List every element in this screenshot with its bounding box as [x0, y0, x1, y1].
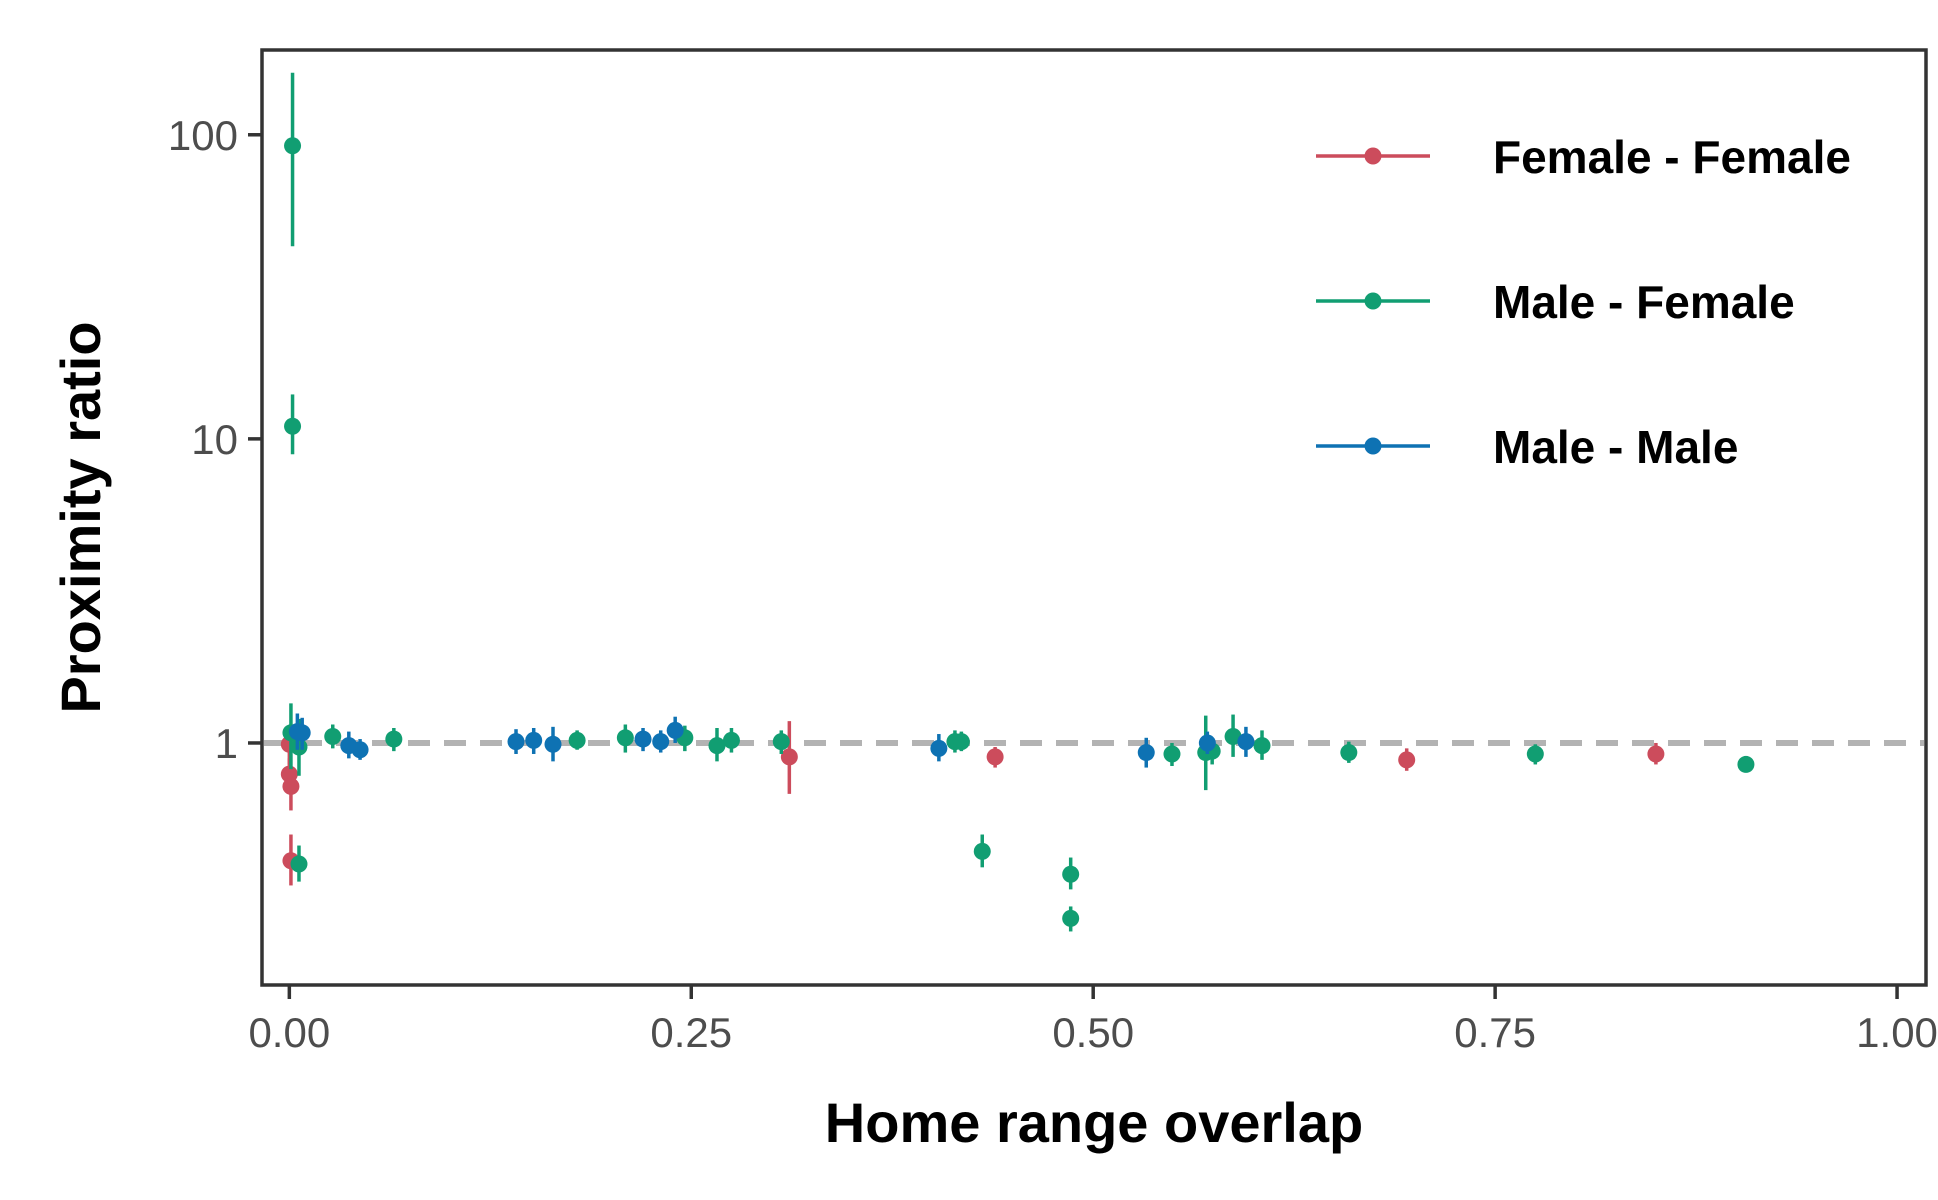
data-point: [652, 733, 670, 751]
x-tick-label: 1.00: [1856, 1009, 1938, 1056]
series-3: [288, 713, 1255, 768]
data-point: [568, 731, 586, 749]
legend: Female - Female Male - Female Male - Male: [1316, 131, 1851, 473]
data-point: [1398, 751, 1416, 769]
data-point: [1253, 737, 1271, 755]
y-axis-title: Proximity ratio: [49, 321, 112, 713]
data-point: [1237, 733, 1255, 751]
data-point: [525, 731, 543, 749]
data-point: [986, 748, 1004, 766]
data-point: [1224, 728, 1242, 746]
data-point: [1526, 745, 1544, 763]
legend-label: Male - Female: [1493, 276, 1795, 328]
data-point: [952, 733, 970, 751]
legend-item-2: Male - Female: [1316, 276, 1795, 328]
data-point: [666, 721, 684, 739]
data-point: [708, 737, 726, 755]
data-point: [616, 729, 634, 747]
data-point: [1198, 734, 1216, 752]
data-point: [1737, 755, 1755, 773]
data-point: [1137, 744, 1155, 762]
data-point: [722, 731, 740, 749]
data-point: [973, 842, 991, 860]
y-tick-label: 100: [168, 112, 238, 159]
data-point: [1340, 744, 1358, 762]
legend-label: Male - Male: [1493, 421, 1738, 473]
data-point: [634, 730, 652, 748]
legend-item-3: Male - Male: [1316, 421, 1738, 473]
legend-marker: [1364, 437, 1382, 455]
legend-marker: [1364, 292, 1382, 310]
data-point: [284, 417, 302, 435]
x-tick-label: 0.25: [650, 1009, 732, 1056]
data-point: [544, 735, 562, 753]
x-tick-label: 0.75: [1454, 1009, 1536, 1056]
data-point: [290, 855, 308, 873]
data-point: [772, 733, 790, 751]
data-point: [780, 748, 798, 766]
data-point: [284, 137, 302, 155]
data-point: [507, 733, 525, 751]
legend-label: Female - Female: [1493, 131, 1851, 183]
x-axis-title: Home range overlap: [825, 1091, 1363, 1154]
data-point: [293, 724, 311, 742]
legend-item-1: Female - Female: [1316, 131, 1851, 183]
data-point: [351, 741, 369, 759]
plot-area: [264, 72, 1924, 932]
data-point: [1062, 865, 1080, 883]
data-point: [1647, 745, 1665, 763]
data-point: [1062, 909, 1080, 927]
legend-marker: [1364, 147, 1382, 165]
x-tick-label: 0.00: [248, 1009, 330, 1056]
axes: 0.00 0.25 0.50 0.75 1.00 1 10 100: [168, 112, 1938, 1056]
y-tick-label: 1: [215, 720, 238, 767]
data-point: [282, 777, 300, 795]
data-point: [324, 728, 342, 746]
y-tick-label: 10: [191, 416, 238, 463]
data-point: [930, 739, 948, 757]
data-point: [385, 730, 403, 748]
x-tick-label: 0.50: [1052, 1009, 1134, 1056]
data-point: [1163, 745, 1181, 763]
